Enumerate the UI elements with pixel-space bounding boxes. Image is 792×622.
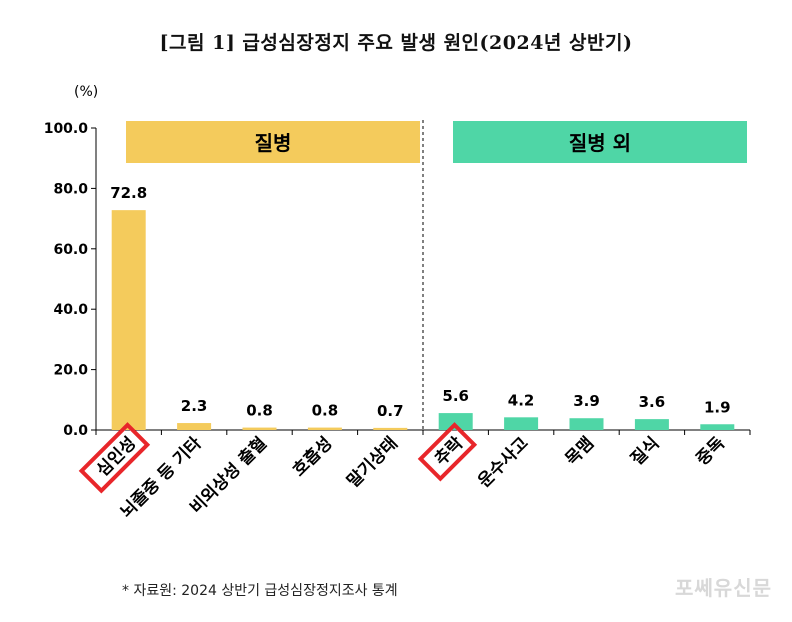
y-tick-label: 100.0 <box>44 121 89 137</box>
bar <box>438 413 473 430</box>
bar <box>242 427 277 430</box>
bar <box>634 419 669 430</box>
category-label: 질식 <box>626 433 663 470</box>
chart-title: [그림 1] 급성심장정지 주요 발생 원인(2024년 상반기) <box>159 32 633 54</box>
bar-value-label: 3.6 <box>639 393 666 411</box>
category-label: 호흡성 <box>288 433 336 481</box>
highlight-box <box>417 422 478 482</box>
bar <box>569 418 604 430</box>
watermark-logo: 포쎄유신문 <box>675 576 772 600</box>
group-header-label: 질병 <box>255 131 292 155</box>
bar-value-label: 0.7 <box>377 402 404 420</box>
bar-value-label: 5.6 <box>442 387 469 405</box>
y-tick-label: 20.0 <box>53 363 88 379</box>
group-header-band <box>126 121 420 163</box>
source-note: * 자료원: 2024 상반기 급성심장정지조사 통계 <box>122 583 398 599</box>
bar-value-label: 0.8 <box>312 402 339 420</box>
category-label: 추락 <box>431 433 468 470</box>
y-tick-label: 60.0 <box>53 242 88 258</box>
y-unit-label: (%) <box>74 84 98 100</box>
category-label: 목맴 <box>562 433 598 469</box>
bar <box>177 423 212 430</box>
bar-value-label: 2.3 <box>181 397 208 415</box>
group-header-label: 질병 외 <box>569 131 631 155</box>
bar-value-label: 72.8 <box>110 184 147 202</box>
highlight-box <box>78 422 151 494</box>
y-tick-label: 0.0 <box>63 423 88 439</box>
y-tick-label: 40.0 <box>53 302 88 318</box>
group-header-band <box>453 121 747 163</box>
bar <box>307 427 342 430</box>
bar <box>373 427 408 430</box>
category-label: 말기상태 <box>343 433 402 492</box>
bar-value-label: 0.8 <box>246 402 273 420</box>
bar-value-label: 4.2 <box>508 391 535 409</box>
bar <box>504 417 539 430</box>
category-label: 중독 <box>693 433 730 470</box>
y-tick-label: 80.0 <box>53 181 88 197</box>
bar <box>111 210 146 430</box>
bar-value-label: 3.9 <box>573 392 600 410</box>
category-label: 운수사고 <box>474 433 533 492</box>
bar <box>700 424 735 430</box>
bar-value-label: 1.9 <box>704 398 731 416</box>
